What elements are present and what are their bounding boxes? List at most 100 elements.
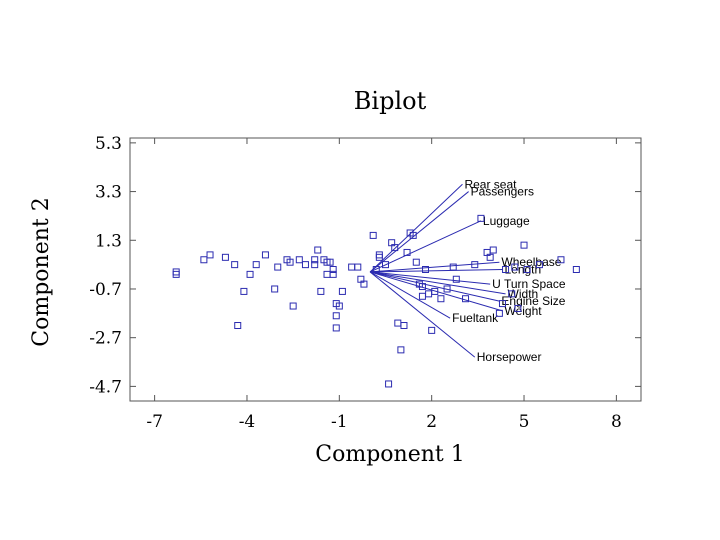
loading-vector-label: Weight <box>504 304 542 318</box>
y-tick-label: 1.3 <box>95 231 122 251</box>
y-tick-label: 5.3 <box>95 134 122 154</box>
score-point <box>502 266 510 273</box>
score-point <box>471 261 479 269</box>
score-point <box>289 302 297 310</box>
score-point <box>449 263 457 271</box>
score-point <box>329 270 337 278</box>
score-point <box>412 258 420 266</box>
score-point <box>261 251 269 259</box>
loading-vector <box>369 220 482 273</box>
plot-frame <box>129 137 642 402</box>
score-point <box>332 312 340 320</box>
score-point <box>486 253 494 261</box>
y-tick-label: -4.7 <box>89 377 122 397</box>
y-axis-label: Component 2 <box>29 197 54 346</box>
loading-vector <box>370 271 491 285</box>
x-axis: -7 -4 -1 2 5 8 <box>146 138 622 432</box>
score-point <box>172 270 180 278</box>
score-point <box>425 290 433 298</box>
score-point <box>422 266 430 273</box>
score-point <box>335 302 343 310</box>
x-tick-label: 5 <box>519 412 530 432</box>
score-point <box>489 246 497 254</box>
score-point <box>443 285 451 293</box>
loading-vector <box>369 183 463 273</box>
loading-vector-label: Luggage <box>483 214 530 228</box>
score-point <box>572 266 580 273</box>
score-point <box>348 263 356 271</box>
score-point <box>391 244 399 252</box>
y-axis: 5.3 3.3 1.3 -0.7 -2.7 -4.7 <box>89 134 641 397</box>
score-point <box>372 266 380 273</box>
score-point <box>311 256 319 264</box>
loading-vector <box>369 271 503 312</box>
score-point <box>511 263 519 271</box>
score-point <box>271 285 279 293</box>
x-tick-label: 2 <box>426 412 437 432</box>
loading-vector <box>370 271 506 295</box>
score-point <box>400 322 408 330</box>
x-tick-label: -7 <box>146 412 163 432</box>
loading-vector-label: Fueltank <box>452 311 499 325</box>
loading-vector-label: Width <box>508 287 539 301</box>
score-point <box>452 275 460 283</box>
score-point <box>314 246 322 254</box>
score-point <box>240 287 248 295</box>
score-point <box>462 295 470 303</box>
score-point <box>200 256 208 264</box>
loading-vector <box>369 271 500 302</box>
score-point <box>508 290 516 298</box>
score-point <box>354 263 362 271</box>
loading-vector-label: Rear seat <box>464 177 517 191</box>
score-point <box>495 309 503 317</box>
loading-vector <box>369 271 451 319</box>
score-point <box>498 300 506 308</box>
score-point <box>317 287 325 295</box>
chart-title: Biplot <box>354 87 427 115</box>
score-point <box>535 261 543 269</box>
x-tick-label: 8 <box>611 412 622 432</box>
loading-vector-label: Engine Size <box>501 294 565 308</box>
score-point <box>301 261 309 269</box>
loading-vector-label: Horsepower <box>477 350 542 364</box>
score-point <box>206 251 214 259</box>
score-point <box>514 304 522 312</box>
score-point <box>557 256 565 264</box>
score-point <box>234 322 242 330</box>
score-point <box>409 231 417 239</box>
loading-vector <box>370 269 503 273</box>
loading-vector-label: Passengers <box>471 185 534 199</box>
score-point <box>375 253 383 261</box>
loading-vector-label: Length <box>504 263 541 277</box>
x-axis-label: Component 1 <box>315 442 464 467</box>
score-point <box>329 266 337 273</box>
score-point <box>397 346 405 354</box>
score-point <box>295 256 303 264</box>
score-point <box>360 280 368 288</box>
score-point <box>246 270 254 278</box>
score-point <box>520 241 528 249</box>
y-tick-label: -0.7 <box>89 280 122 300</box>
score-point <box>418 283 426 291</box>
score-point <box>385 380 393 388</box>
score-point <box>338 287 346 295</box>
score-point <box>437 295 445 303</box>
loading-vector <box>369 271 476 358</box>
score-point <box>252 261 260 269</box>
score-point <box>477 214 485 222</box>
score-points <box>172 214 580 388</box>
score-point <box>323 270 331 278</box>
x-tick-label: -1 <box>331 412 348 432</box>
plot-border <box>129 137 642 402</box>
x-tick-label: -4 <box>239 412 256 432</box>
loading-vector <box>369 191 469 273</box>
loading-vector-label: U Turn Space <box>492 277 566 291</box>
y-tick-label: -2.7 <box>89 329 122 349</box>
score-point <box>394 319 402 327</box>
score-point <box>231 261 239 269</box>
score-point <box>221 253 229 261</box>
score-point <box>428 326 436 334</box>
score-point <box>369 231 377 239</box>
